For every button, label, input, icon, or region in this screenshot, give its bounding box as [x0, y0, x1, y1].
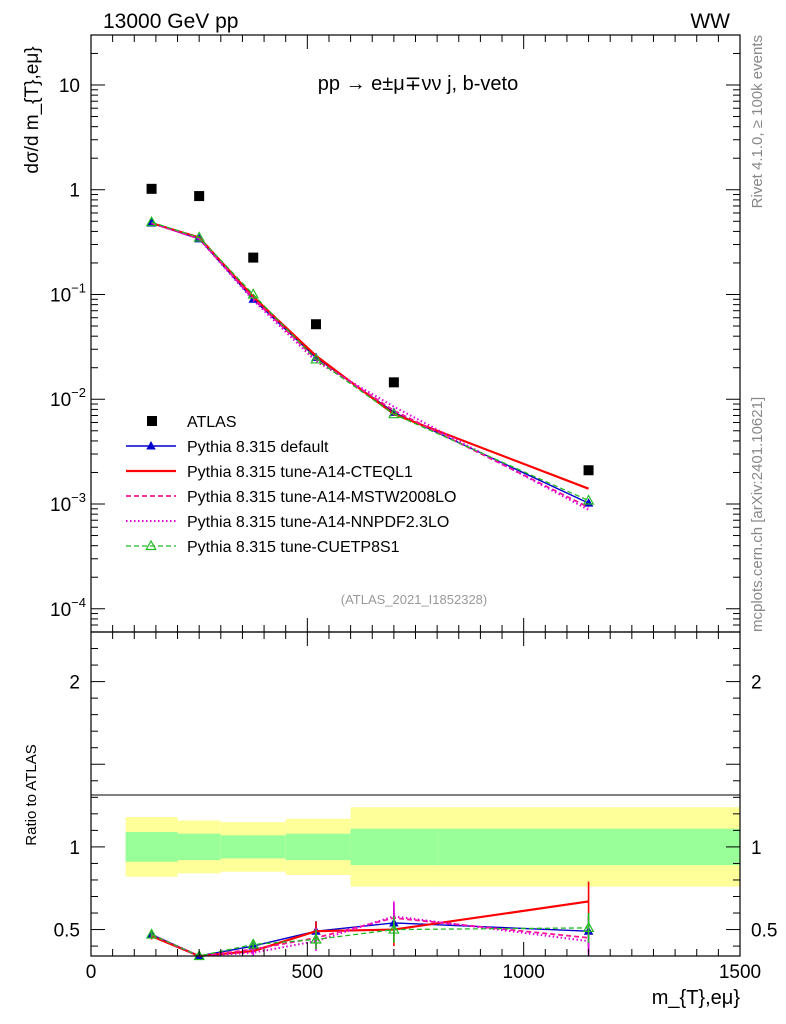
- main-y-tick-labels: 10 1 10−1 10−2 10−3 10−4: [50, 76, 86, 621]
- ratio-series-marker: [582, 921, 595, 932]
- ratio-inner-band: [285, 833, 351, 861]
- main-y-tick-label: 10−2: [50, 385, 86, 411]
- ratio-y-axis-label: Ratio to ATLAS: [23, 744, 40, 845]
- ratio-inner-band: [125, 832, 178, 862]
- x-tick-label: 1000: [503, 962, 545, 983]
- ratio-axis-ticks: [90, 632, 741, 956]
- legend-label-4: Pythia 8.315 tune-CUETP8S1: [187, 539, 400, 556]
- ratio-y-tick-label-right: 1: [751, 838, 762, 859]
- rivet-version-label: Rivet 4.1.0, ≥ 100k events: [749, 35, 766, 208]
- legend-marker: [145, 539, 157, 551]
- x-tick-label: 1500: [719, 962, 761, 983]
- legend-label-1: Pythia 8.315 tune-A14-CTEQL1: [187, 464, 413, 481]
- atlas-point: [248, 252, 259, 263]
- ratio-series-marker: [247, 938, 260, 949]
- ratio-inner-band: [350, 828, 438, 866]
- ratio-panel: 0.5 0.5 1 1 2 2 0 500 1000 1500 Ratio to ATLAS m…: [23, 631, 778, 1009]
- main-y-tick-label: 10−4: [50, 595, 86, 621]
- ratio-y-tick-label: 2: [69, 673, 80, 694]
- ratio-y-tick-label-right: 0.5: [751, 921, 777, 942]
- atlas-point: [310, 319, 321, 330]
- x-tick-labels: 0 500 1000 1500: [86, 962, 761, 983]
- main-series-marker: [582, 494, 595, 505]
- process-label: WW: [690, 10, 730, 33]
- ratio-series: [145, 881, 595, 961]
- atlas-point: [583, 465, 594, 476]
- energy-label: 13000 GeV pp: [103, 10, 238, 33]
- ratio-series-marker: [310, 933, 322, 944]
- legend-label-3: Pythia 8.315 tune-A14-NNPDF2.3LO: [187, 514, 449, 531]
- legend: ATLAS Pythia 8.315 default Pythia 8.315 tu…: [126, 414, 456, 556]
- main-y-tick-label: 10: [59, 76, 80, 97]
- atlas-point: [146, 183, 157, 194]
- legend-atlas-label: ATLAS: [187, 414, 237, 431]
- ratio-series-marker: [388, 923, 400, 934]
- ratio-y-tick-label: 1: [69, 838, 80, 859]
- ratio-y-tick-label-right: 2: [751, 673, 762, 694]
- main-series-line-2: [151, 222, 589, 509]
- main-series-marker: [193, 231, 205, 242]
- atlas-point: [388, 377, 399, 388]
- main-series: [145, 215, 595, 511]
- legend-atlas-marker: [147, 416, 157, 426]
- ratio-series-line-3: [151, 915, 589, 958]
- main-series-marker: [247, 288, 260, 299]
- ratio-series-line-4: [151, 927, 589, 957]
- ratio-series-line-2: [151, 917, 589, 957]
- main-axis-ticks: [90, 34, 741, 633]
- main-y-tick-label: 10−1: [50, 280, 86, 306]
- ratio-series-marker: [145, 928, 158, 939]
- x-tick-label: 500: [291, 962, 323, 983]
- main-series-marker: [145, 215, 158, 227]
- main-y-tick-label: 10−3: [50, 490, 86, 516]
- ratio-y-tick-labels: 0.5 0.5 1 1 2 2: [54, 673, 778, 942]
- main-y-axis-label: dσ/d m_{T},eμ}: [22, 46, 43, 173]
- legend-marker: [146, 441, 156, 450]
- plot-title: pp → e±μ∓νν j, b-veto: [318, 73, 518, 95]
- legend-label-2: Pythia 8.315 tune-A14-MSTW2008LO: [187, 489, 456, 506]
- ratio-frame: [90, 631, 741, 957]
- ratio-y-tick-label: 0.5: [54, 921, 80, 942]
- main-panel: 10 1 10−1 10−2 10−3 10−4 pp → e±μ∓νν j, b-vet…: [22, 34, 741, 633]
- main-series-marker: [388, 407, 400, 419]
- x-axis-label: m_{T},eμ}: [652, 987, 741, 1009]
- main-series-line-4: [151, 221, 589, 502]
- ratio-inner-band: [437, 828, 740, 866]
- legend-label-0: Pythia 8.315 default: [187, 439, 329, 456]
- x-tick-label: 0: [86, 962, 97, 983]
- ratio-uncertainty-bands: [125, 807, 740, 887]
- ratio-inner-band: [220, 835, 286, 859]
- main-series-marker: [310, 353, 322, 364]
- main-y-tick-label: 1: [69, 181, 80, 202]
- atlas-data-points: [146, 183, 594, 476]
- main-series-line-0: [151, 222, 589, 504]
- atlas-point: [194, 191, 205, 202]
- ratio-series-marker: [193, 949, 205, 961]
- analysis-id: (ATLAS_2021_I1852328): [341, 592, 487, 607]
- ratio-inner-band: [177, 833, 221, 861]
- mcplots-label: mcplots.cern.ch [arXiv:2401.10621]: [749, 397, 766, 632]
